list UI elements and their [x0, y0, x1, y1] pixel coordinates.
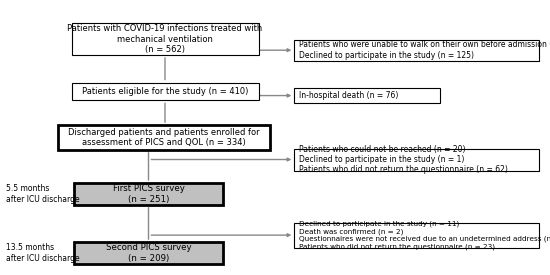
FancyBboxPatch shape	[74, 183, 223, 205]
Text: First PICS survey
(n = 251): First PICS survey (n = 251)	[113, 184, 184, 204]
FancyBboxPatch shape	[74, 242, 223, 264]
Text: In-hospital death (n = 76): In-hospital death (n = 76)	[299, 91, 398, 100]
FancyBboxPatch shape	[294, 88, 440, 103]
FancyBboxPatch shape	[294, 148, 539, 170]
Text: Discharged patients and patients enrolled for
assessment of PICS and QOL (n = 33: Discharged patients and patients enrolle…	[68, 128, 260, 147]
Text: 5.5 months
after ICU discharge: 5.5 months after ICU discharge	[6, 184, 79, 204]
Text: Second PICS survey
(n = 209): Second PICS survey (n = 209)	[106, 243, 191, 263]
FancyBboxPatch shape	[294, 40, 539, 60]
FancyBboxPatch shape	[72, 23, 258, 55]
Text: Declined to participate in the study (n = 11)
Death was confirmed (n = 2)
Questi: Declined to participate in the study (n …	[299, 221, 550, 250]
Text: Patients with COVID-19 infections treated with
mechanical ventilation
(n = 562): Patients with COVID-19 infections treate…	[68, 24, 263, 54]
Text: Patients who could not be reached (n = 20)
Declined to participate in the study : Patients who could not be reached (n = 2…	[299, 145, 508, 174]
FancyBboxPatch shape	[58, 125, 270, 150]
FancyBboxPatch shape	[294, 223, 539, 248]
Text: Patients eligible for the study (n = 410): Patients eligible for the study (n = 410…	[82, 87, 248, 96]
FancyBboxPatch shape	[72, 82, 258, 100]
Text: 13.5 months
after ICU discharge: 13.5 months after ICU discharge	[6, 243, 79, 263]
Text: Patients who were unable to walk on their own before admission (n = 27)
Declined: Patients who were unable to walk on thei…	[299, 40, 550, 60]
